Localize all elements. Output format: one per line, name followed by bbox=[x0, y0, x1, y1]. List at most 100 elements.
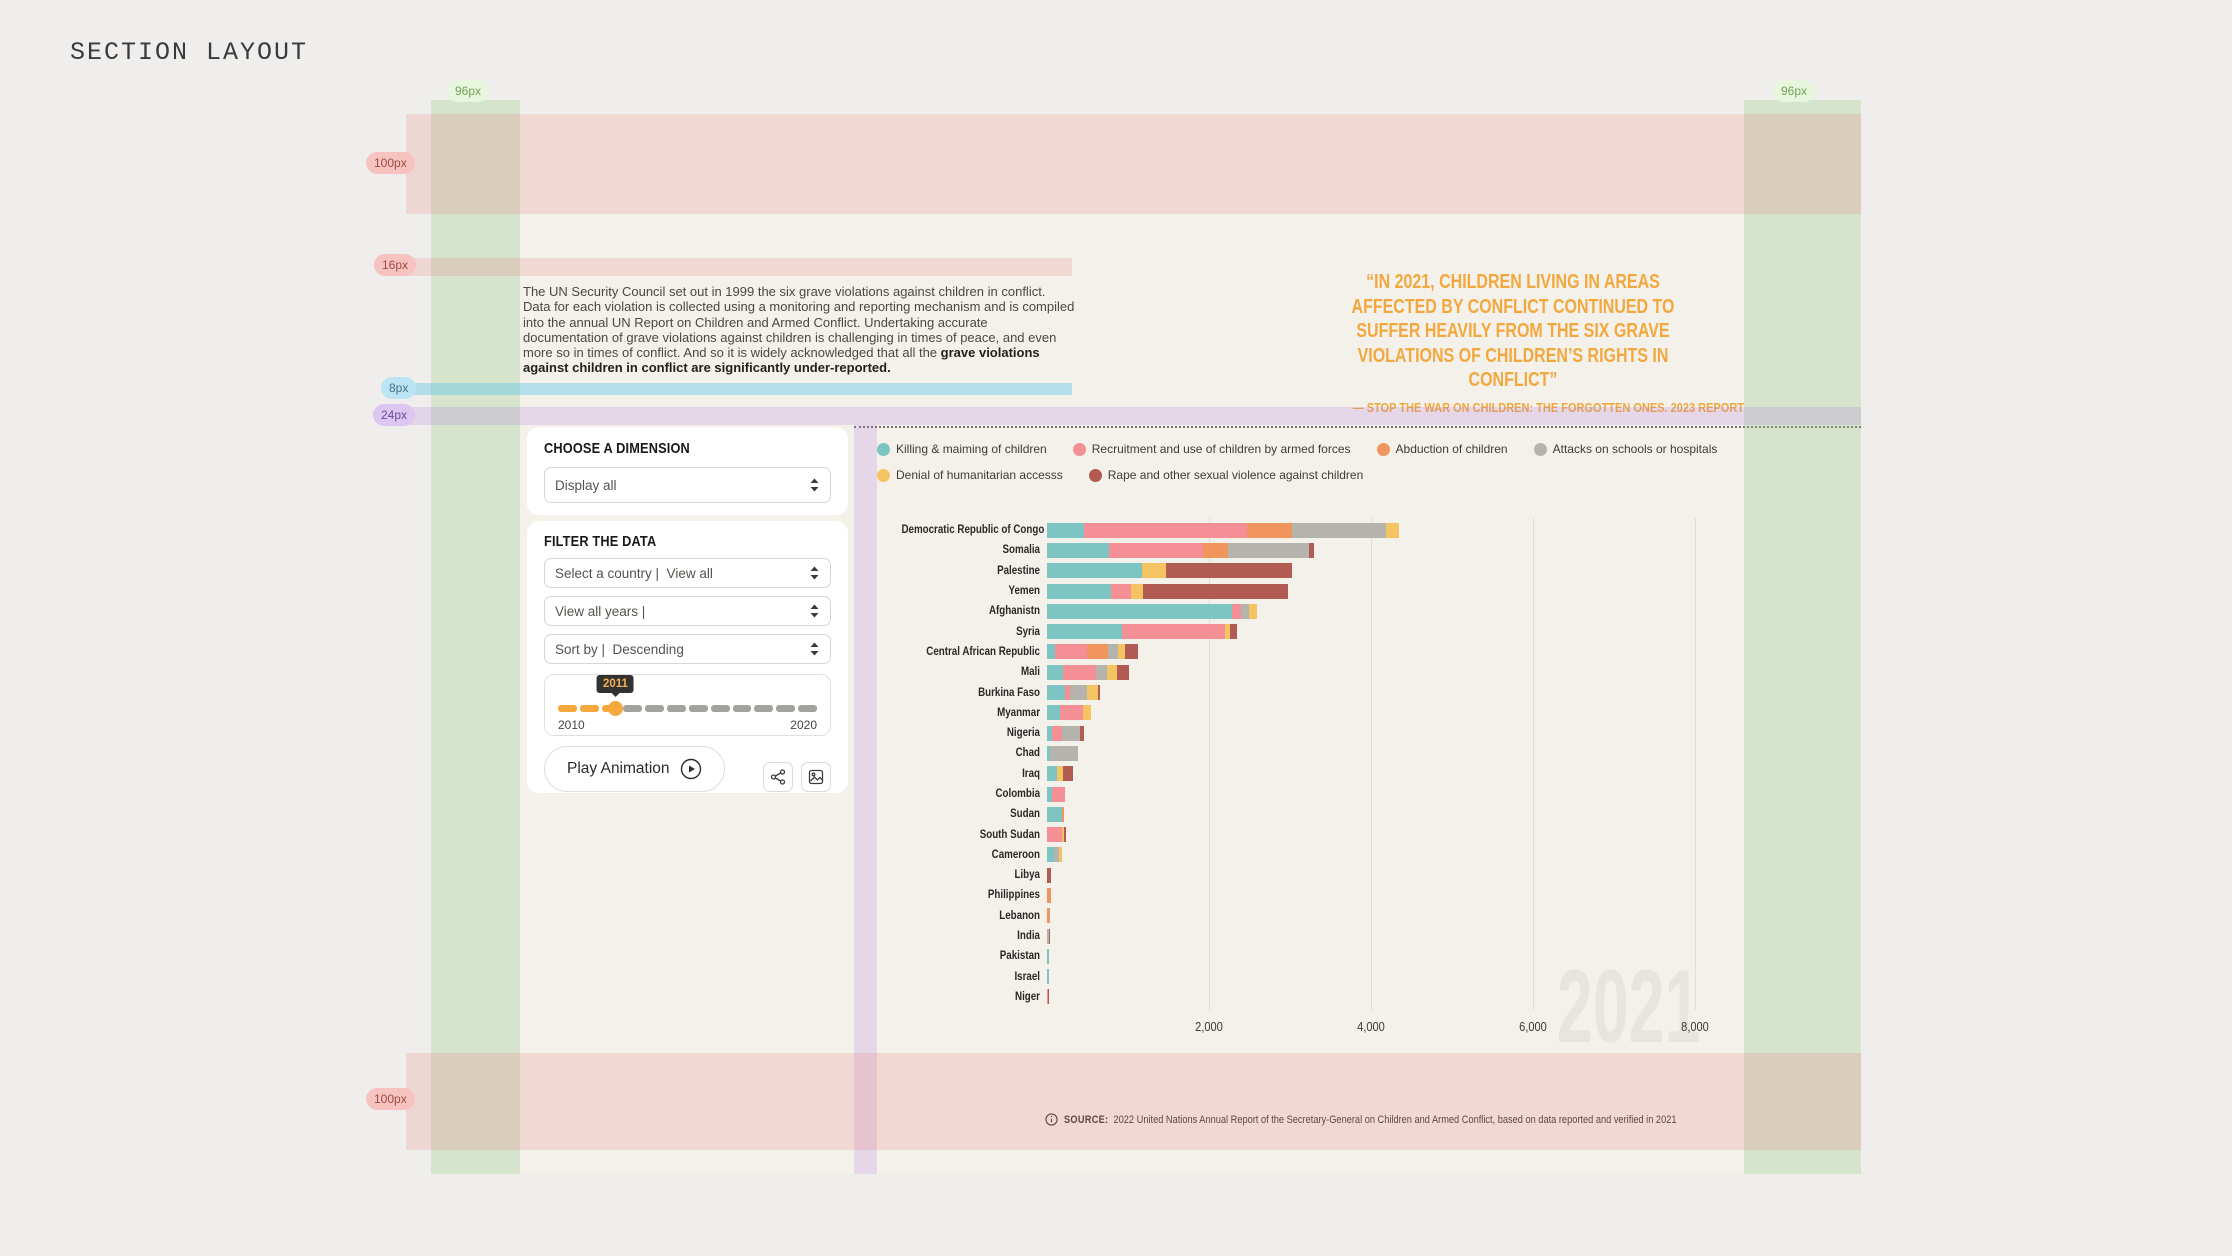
play-animation-button[interactable]: Play Animation bbox=[544, 746, 725, 792]
stacked-bar bbox=[1047, 705, 1092, 721]
bar-segment bbox=[1047, 786, 1052, 802]
legend-label: Abduction of children bbox=[1395, 442, 1508, 456]
chart-legend-row-1: Killing & maiming of children Recruitment… bbox=[877, 439, 1747, 459]
dimension-select[interactable]: Display all bbox=[544, 467, 831, 503]
export-image-button[interactable] bbox=[801, 762, 831, 792]
filter-select-2[interactable]: Sort by | Descending bbox=[544, 634, 831, 664]
grave-violations-chart: Killing & maiming of children Recruitment… bbox=[877, 433, 1747, 1183]
measure-pill: 24px bbox=[373, 404, 416, 426]
bar-segment bbox=[1069, 685, 1088, 701]
bar-segment bbox=[1061, 806, 1064, 822]
bar-segment bbox=[1227, 542, 1310, 558]
slider-segment bbox=[645, 705, 665, 712]
chart-row: Pakistan bbox=[877, 946, 1747, 966]
bar-segment bbox=[1225, 624, 1231, 640]
filter-card: FILTER THE DATA Select a country | View … bbox=[527, 521, 848, 793]
chart-row: Philippines bbox=[877, 885, 1747, 905]
stacked-bar bbox=[1047, 908, 1051, 924]
country-label: Nigeria bbox=[1006, 727, 1040, 740]
chart-row: Lebanon bbox=[877, 906, 1747, 926]
legend-dot-icon bbox=[877, 468, 890, 482]
chart-row: Central African Republic bbox=[877, 642, 1747, 662]
chart-row: Chad bbox=[877, 743, 1747, 763]
country-label: India bbox=[1017, 930, 1040, 943]
legend-item: Killing & maiming of children bbox=[877, 442, 1047, 456]
bar-segment bbox=[1047, 624, 1123, 640]
bar-segment bbox=[1047, 827, 1062, 843]
legend-label: Recruitment and use of children by armed… bbox=[1091, 442, 1351, 456]
country-label: Chad bbox=[1015, 747, 1040, 760]
country-label: Lebanon bbox=[999, 909, 1040, 922]
country-label: Central African Republic bbox=[926, 645, 1040, 658]
share-button[interactable] bbox=[763, 762, 793, 792]
measure-pill: 16px bbox=[374, 254, 417, 276]
slider-tooltip: 2011 bbox=[596, 675, 634, 693]
bar-segment bbox=[1048, 989, 1050, 1005]
stacked-bar bbox=[1047, 583, 1289, 599]
play-animation-label: Play Animation bbox=[567, 760, 670, 777]
slider-segment bbox=[710, 705, 730, 712]
chart-year-watermark: 2021 bbox=[1556, 949, 1700, 1065]
chart-row: Niger bbox=[877, 987, 1747, 1007]
slider-segment bbox=[623, 705, 643, 712]
chart-source: SOURCE: 2022 United Nations Annual Repor… bbox=[1045, 1113, 1793, 1126]
country-label: Democratic Republic of Congo bbox=[901, 524, 1045, 537]
stacked-bar bbox=[1047, 624, 1238, 640]
bar-segment bbox=[1047, 685, 1065, 701]
bar-segment bbox=[1047, 806, 1062, 822]
chart-row: Iraq bbox=[877, 764, 1747, 784]
slider-segment bbox=[667, 705, 686, 712]
legend-dot-icon bbox=[1533, 442, 1547, 456]
filter-select-1[interactable]: View all years | bbox=[544, 596, 831, 626]
bar-segment bbox=[1047, 705, 1060, 721]
bar-segment bbox=[1061, 827, 1064, 843]
year-slider-track[interactable]: 2011 bbox=[558, 675, 817, 716]
year-slider: 2011 2010 2020 bbox=[544, 674, 831, 736]
bar-segment bbox=[1055, 644, 1088, 660]
slider-segment bbox=[688, 705, 708, 712]
country-label: Syria bbox=[1016, 625, 1040, 638]
layout-margin-column-right bbox=[1744, 100, 1861, 1174]
stacked-bar bbox=[1047, 542, 1315, 558]
legend-item: Denial of humanitarian accesss bbox=[877, 468, 1063, 482]
bar-segment bbox=[1047, 887, 1052, 903]
dimension-select-value: Display all bbox=[555, 477, 617, 493]
slider-segment bbox=[798, 705, 817, 712]
legend-item: Recruitment and use of children by armed… bbox=[1072, 442, 1351, 456]
stacked-bar bbox=[1047, 969, 1050, 985]
country-label: Burkina Faso bbox=[978, 686, 1040, 699]
bar-segment bbox=[1292, 522, 1387, 538]
country-label: Niger bbox=[1015, 990, 1040, 1003]
country-label: Afghanistn bbox=[988, 605, 1040, 618]
bar-segment bbox=[1087, 685, 1098, 701]
measure-pill: 100px bbox=[366, 152, 415, 174]
stacked-bar bbox=[1047, 766, 1073, 782]
bar-segment bbox=[1063, 766, 1073, 782]
country-label: Somalia bbox=[1002, 544, 1040, 557]
stepper-icon bbox=[809, 565, 820, 581]
chart-plot: 2021 Democratic Republic of Congo Somalia… bbox=[877, 515, 1747, 1126]
stacked-bar bbox=[1047, 786, 1065, 802]
chart-row: Colombia bbox=[877, 784, 1747, 804]
bar-segment bbox=[1106, 664, 1117, 680]
slider-handle[interactable]: 2011 bbox=[596, 675, 634, 716]
bar-segment bbox=[1079, 725, 1084, 741]
stacked-bar bbox=[1047, 603, 1257, 619]
play-row: Play Animation bbox=[544, 746, 831, 792]
bar-segment bbox=[1061, 725, 1080, 741]
bar-segment bbox=[1047, 745, 1051, 761]
legend-dot-icon bbox=[1072, 442, 1086, 456]
quote-attribution: — STOP THE WAR ON CHILDREN: THE FORGOTTE… bbox=[1352, 400, 1744, 415]
bar-segment bbox=[1116, 664, 1129, 680]
filter-select-0[interactable]: Select a country | View all bbox=[544, 558, 831, 588]
dimension-heading: CHOOSE A DIMENSION bbox=[544, 440, 690, 457]
bar-segment bbox=[1047, 908, 1051, 924]
stepper-icon bbox=[809, 603, 820, 619]
legend-label: Rape and other sexual violence against c… bbox=[1107, 468, 1364, 482]
play-circle-icon bbox=[680, 758, 702, 780]
bar-segment bbox=[1047, 644, 1056, 660]
slider-segment bbox=[558, 705, 577, 712]
chart-row: Syria bbox=[877, 621, 1747, 641]
bar-segment bbox=[1230, 624, 1238, 640]
slider-min-label: 2010 bbox=[558, 718, 585, 732]
